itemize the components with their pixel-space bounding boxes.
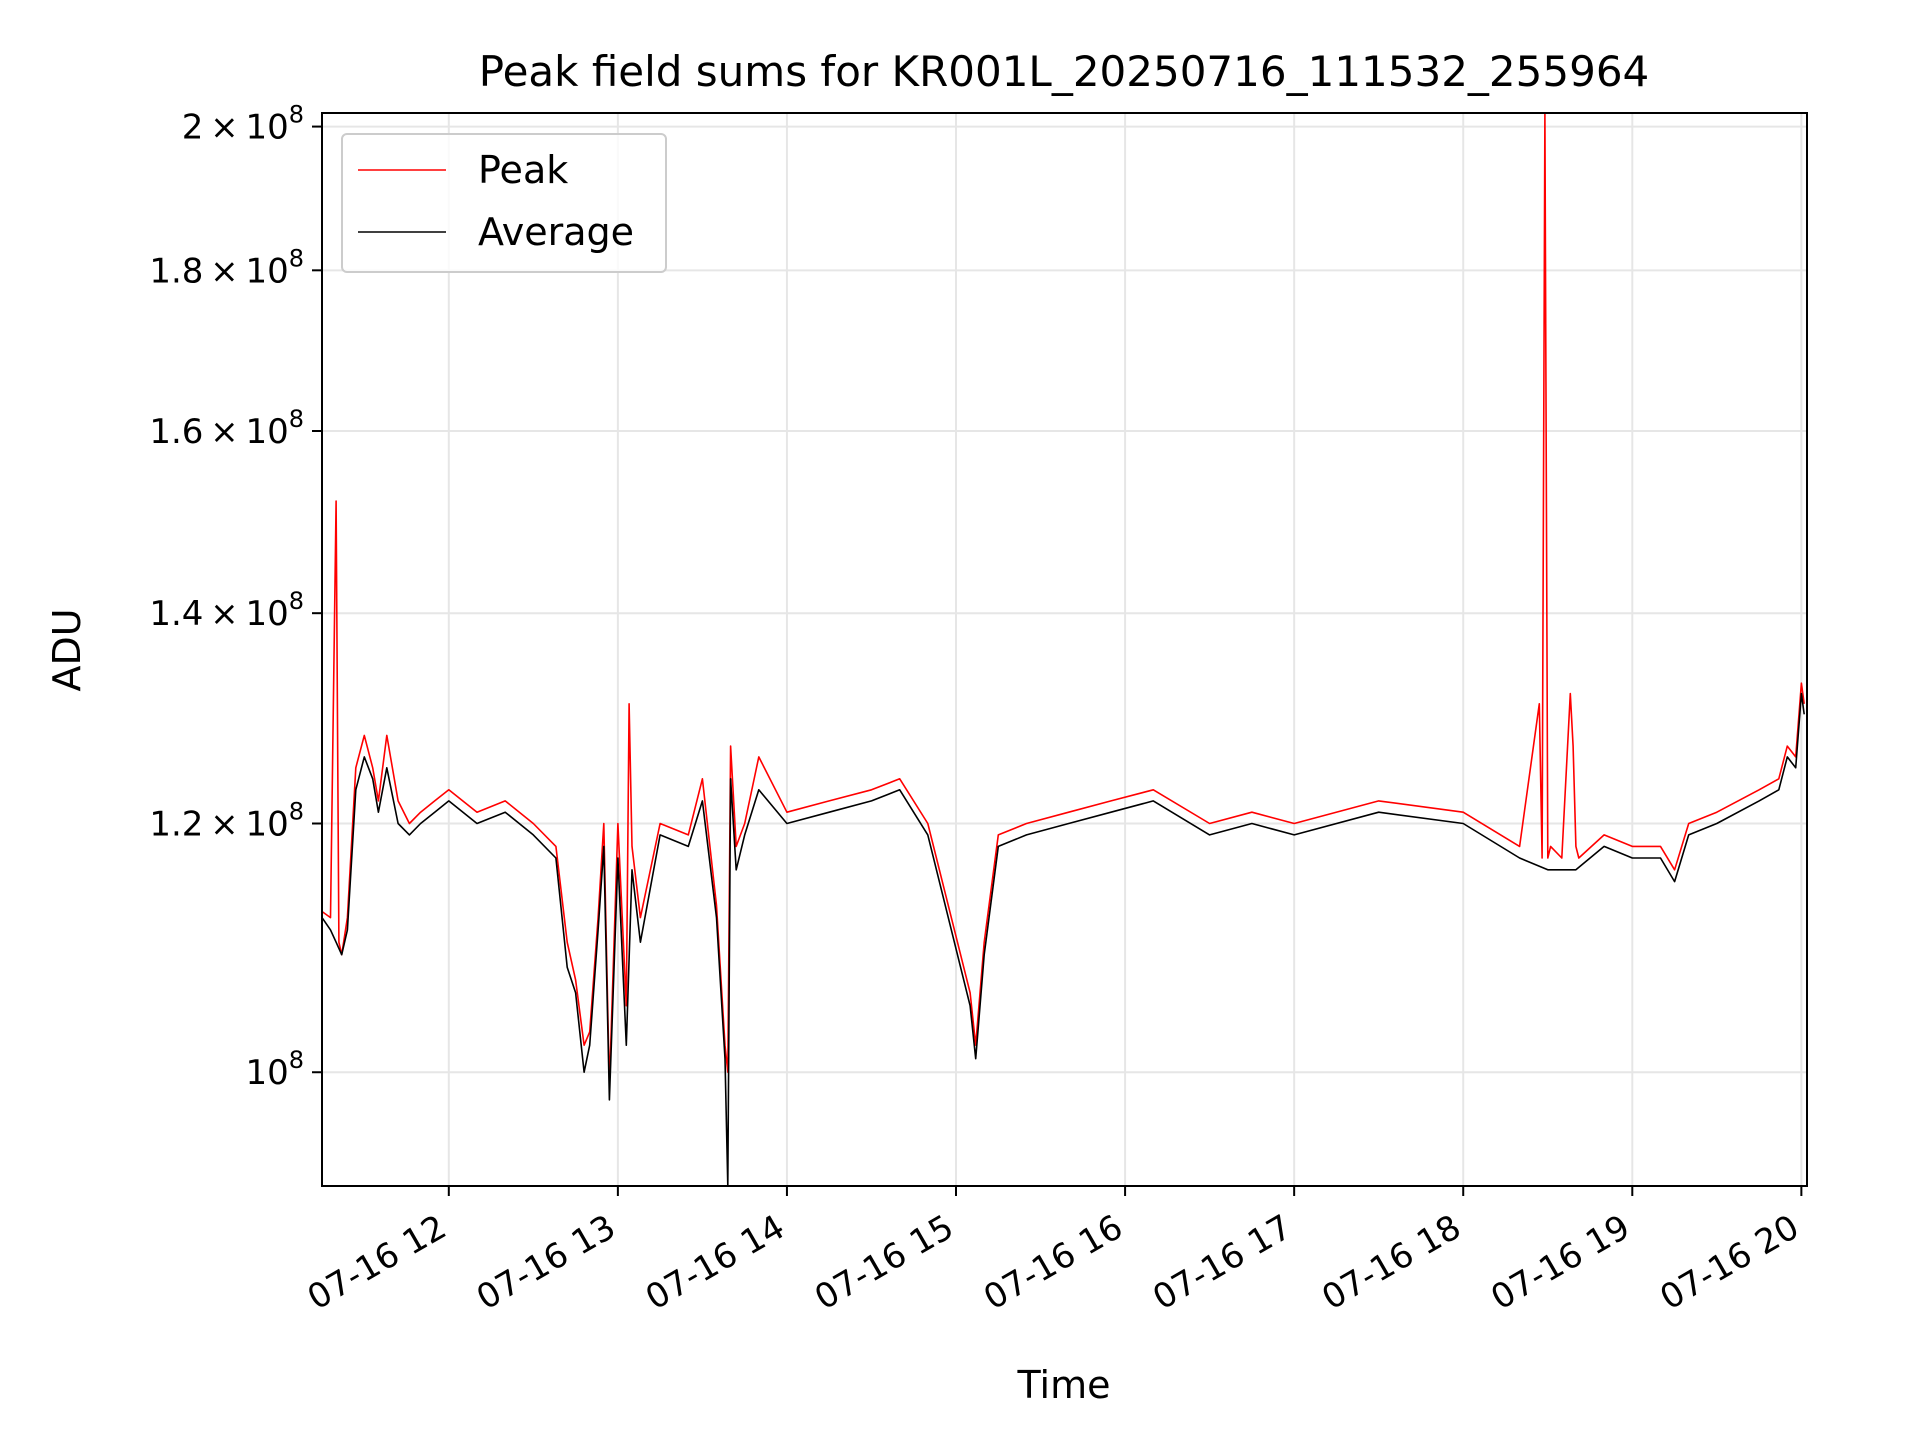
chart-title: Peak field sums for KR001L_20250716_1115… [479, 47, 1650, 96]
legend-label-average: Average [478, 210, 634, 254]
series-lines [321, 112, 1805, 1187]
y-axis-label: ADU [45, 608, 89, 691]
y-axis-ticks: 108 1.2 × 108 1.4 × 108 1.6 × 108 1.8 × 108 2… [149, 101, 322, 1093]
series-line-average [321, 692, 1805, 1187]
legend-label-peak: Peak [478, 148, 568, 192]
y-tick-label: 1.8 × 108 [149, 244, 304, 291]
y-tick-label: 2 × 108 [182, 101, 304, 148]
series-line-peak [321, 112, 1805, 1087]
y-tick-label: 1.2 × 108 [149, 797, 304, 844]
y-tick-label: 1.6 × 108 [149, 405, 304, 452]
legend: Peak Average [341, 133, 667, 273]
plot-frame [321, 112, 1808, 1187]
y-tick-label: 1.4 × 108 [149, 587, 304, 634]
y-tick-label: 108 [245, 1046, 304, 1093]
legend-box [341, 133, 667, 273]
x-axis-label: Time [1017, 1363, 1111, 1407]
grid-lines [322, 113, 1807, 1186]
